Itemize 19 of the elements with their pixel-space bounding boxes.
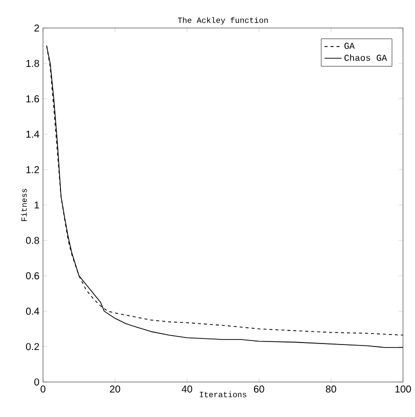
y-tick-label: 1 — [34, 202, 40, 208]
legend-label: Chaos GA — [344, 54, 388, 61]
y-tick-label: 0 — [34, 378, 40, 386]
y-tick-label: 0.2 — [26, 343, 40, 350]
y-tick-label: 0.4 — [26, 308, 40, 315]
x-tick-label: 60 — [254, 386, 264, 393]
legend-label: GA — [344, 42, 355, 49]
x-tick-label: 40 — [182, 386, 192, 393]
y-tick-label: 0.8 — [26, 236, 40, 244]
x-tick-label: 80 — [326, 386, 336, 393]
y-tick-label: 1.6 — [26, 95, 40, 102]
y-tick-label: 1.4 — [26, 130, 40, 138]
y-tick-label: 1.8 — [26, 60, 40, 67]
x-tick-label: 20 — [110, 386, 120, 393]
y-tick-label: 0.6 — [26, 272, 40, 280]
x-tick-label: 100 — [396, 386, 412, 393]
x-tick-label: 0 — [40, 386, 46, 393]
y-tick-label: 2 — [34, 24, 40, 32]
y-tick-label: 1.2 — [26, 166, 40, 174]
